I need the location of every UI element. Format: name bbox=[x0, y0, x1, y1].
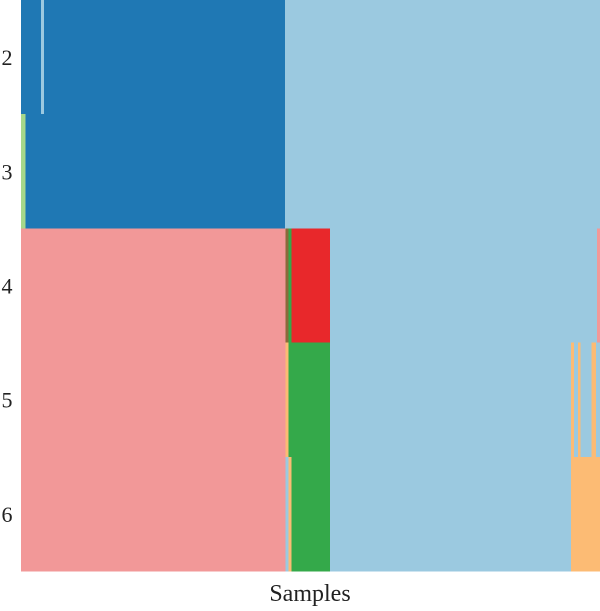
heatmap-segment-row-3-3 bbox=[21, 114, 26, 229]
heatmap-segment-row-4-9 bbox=[291, 228, 331, 343]
row-labels: 2 3 4 5 6 bbox=[2, 45, 13, 527]
heatmap-segment-row-4-10 bbox=[330, 228, 598, 343]
heatmap-segment-row-6-26 bbox=[330, 456, 572, 572]
heatmap-segment-row-4-8 bbox=[288, 228, 292, 343]
heatmap-segment-row-6-25 bbox=[291, 456, 331, 572]
heatmap-segment-row-5-16 bbox=[571, 342, 574, 458]
heatmap-segment-row-6-27 bbox=[571, 456, 600, 572]
heatmap-segment-row-5-19 bbox=[580, 342, 592, 458]
heatmap-segment-row-4-7 bbox=[285, 228, 289, 343]
heatmap-segment-row-3-5 bbox=[285, 114, 600, 229]
heatmap-segment-row-5-21 bbox=[595, 342, 600, 458]
row-label-6: 6 bbox=[2, 502, 13, 527]
heatmap-segment-row-6-24 bbox=[288, 456, 292, 572]
heatmap-segment-row-3-4 bbox=[25, 114, 286, 229]
heatmap-segment-row-5-20 bbox=[591, 342, 596, 458]
x-axis-label: Samples bbox=[269, 581, 350, 607]
row-label-2: 2 bbox=[2, 45, 13, 70]
heatmap-segment-row-5-17 bbox=[573, 342, 578, 458]
heatmap-segment-row-2-0 bbox=[21, 0, 286, 115]
row-label-3: 3 bbox=[2, 159, 13, 184]
heatmap-segment-row-4-6 bbox=[21, 228, 286, 343]
row-label-4: 4 bbox=[2, 274, 13, 299]
heatmap-segment-row-6-22 bbox=[21, 456, 286, 572]
row-label-5: 5 bbox=[2, 388, 13, 413]
plot-area bbox=[21, 0, 600, 572]
heatmap-segment-row-5-13 bbox=[285, 342, 289, 458]
heatmap-segment-row-5-12 bbox=[21, 342, 286, 458]
heatmap-segment-row-5-15 bbox=[330, 342, 572, 458]
heatmap-segment-row-4-11 bbox=[597, 228, 600, 343]
heatmap-segment-row-5-18 bbox=[578, 342, 581, 458]
heatmap-segment-row-6-23 bbox=[285, 456, 289, 572]
heatmap-segment-row-5-14 bbox=[288, 342, 331, 458]
heatmap-segment-row-2-2 bbox=[40, 0, 44, 115]
heatmap-segment-row-2-1 bbox=[285, 0, 600, 115]
